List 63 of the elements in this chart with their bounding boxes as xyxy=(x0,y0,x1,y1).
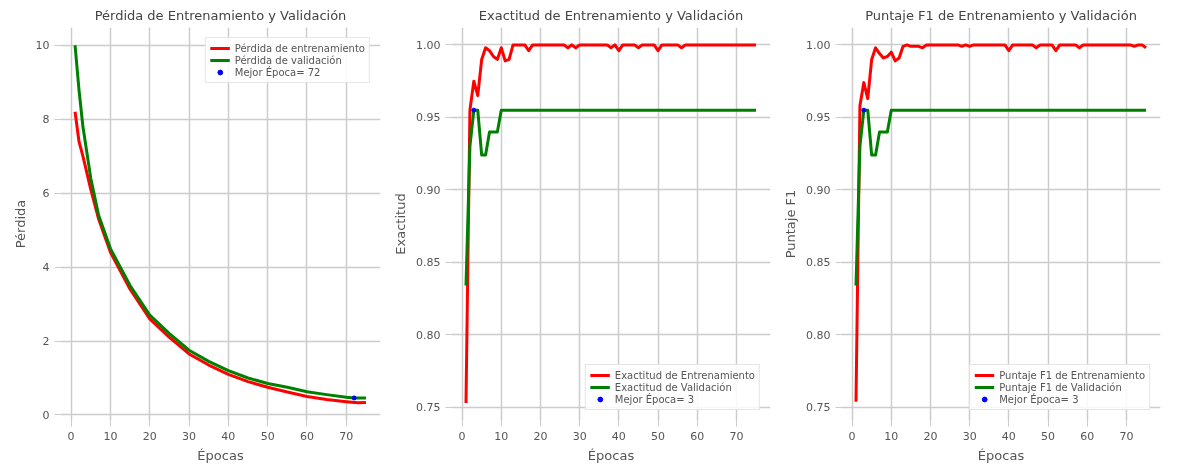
y-tick-label: 0.95 xyxy=(806,111,831,125)
y-tick-label: 0.75 xyxy=(416,401,441,415)
x-tick-label: 10 xyxy=(884,429,899,443)
legend-label: Puntaje F1 de Validación xyxy=(999,381,1122,393)
y-tick-label: 0.80 xyxy=(416,328,441,342)
x-axis-title: Épocas xyxy=(587,447,635,463)
y-tick-label: 6 xyxy=(42,187,50,201)
x-tick-label: 50 xyxy=(1041,429,1056,443)
y-tick-label: 1.00 xyxy=(806,38,831,52)
x-tick-label: 50 xyxy=(260,429,275,443)
x-axis-title: Épocas xyxy=(977,447,1025,463)
chart-title: Puntaje F1 de Entrenamiento y Validación xyxy=(865,7,1137,23)
y-tick-label: 0.95 xyxy=(416,111,441,125)
x-tick-label: 30 xyxy=(962,429,977,443)
y-tick-label: 10 xyxy=(35,39,50,53)
x-tick-label: 20 xyxy=(923,429,938,443)
legend-label: Puntaje F1 de Entrenamiento xyxy=(999,369,1145,381)
y-tick-label: 0.85 xyxy=(806,256,831,270)
x-tick-label: 20 xyxy=(142,429,157,443)
x-tick-label: 40 xyxy=(611,429,626,443)
line-series xyxy=(464,108,758,288)
legend-label: Mejor Época= 3 xyxy=(614,393,695,405)
x-tick-label: 70 xyxy=(1119,429,1134,443)
legend-label: Exactitud de Validación xyxy=(614,381,732,393)
x-tick-label: 30 xyxy=(572,429,587,443)
y-axis-title: Puntaje F1 xyxy=(783,189,799,259)
legend-label: Pérdida de entrenamiento xyxy=(234,42,365,54)
x-tick-label: 60 xyxy=(1080,429,1095,443)
x-tick-label: 10 xyxy=(103,429,118,443)
x-tick-label: 40 xyxy=(1001,429,1016,443)
legend-label: Mejor Época= 3 xyxy=(999,393,1079,405)
y-tick-label: 4 xyxy=(42,261,50,275)
legend-label: Exactitud de Entrenamiento xyxy=(614,369,755,381)
x-tick-label: 10 xyxy=(494,429,509,443)
x-tick-label: 40 xyxy=(221,429,236,443)
x-tick-label: 20 xyxy=(533,429,548,443)
legend-label: Mejor Época= 72 xyxy=(234,66,321,78)
legend-label: Pérdida de validación xyxy=(234,54,342,66)
y-tick-label: 2 xyxy=(42,335,50,349)
line-series xyxy=(73,43,368,400)
x-tick-label: 30 xyxy=(182,429,197,443)
x-axis-title: Épocas xyxy=(197,447,244,463)
x-tick-label: 70 xyxy=(729,429,744,443)
x-tick-label: 70 xyxy=(339,429,354,443)
line-series xyxy=(854,108,1148,288)
x-tick-label: 60 xyxy=(690,429,705,443)
x-tick-label: 50 xyxy=(651,429,666,443)
chart-title: Pérdida de Entrenamiento y Validación xyxy=(94,7,347,23)
y-tick-label: 0.90 xyxy=(806,183,831,197)
y-axis-title: Exactitud xyxy=(393,193,409,255)
x-tick-label: 0 xyxy=(458,429,466,443)
y-tick-label: 0.85 xyxy=(416,256,441,270)
y-tick-label: 8 xyxy=(42,113,50,127)
y-tick-label: 0 xyxy=(42,408,50,422)
x-tick-label: 0 xyxy=(67,429,75,443)
chart-title: Exactitud de Entrenamiento y Validación xyxy=(478,7,744,23)
y-tick-label: 0.75 xyxy=(806,401,831,415)
y-tick-label: 1.00 xyxy=(416,38,441,52)
y-tick-label: 0.80 xyxy=(806,328,831,342)
y-axis-title: Pérdida xyxy=(12,199,28,249)
x-tick-label: 0 xyxy=(848,429,856,443)
x-tick-label: 60 xyxy=(299,429,314,443)
y-tick-label: 0.90 xyxy=(416,183,441,197)
